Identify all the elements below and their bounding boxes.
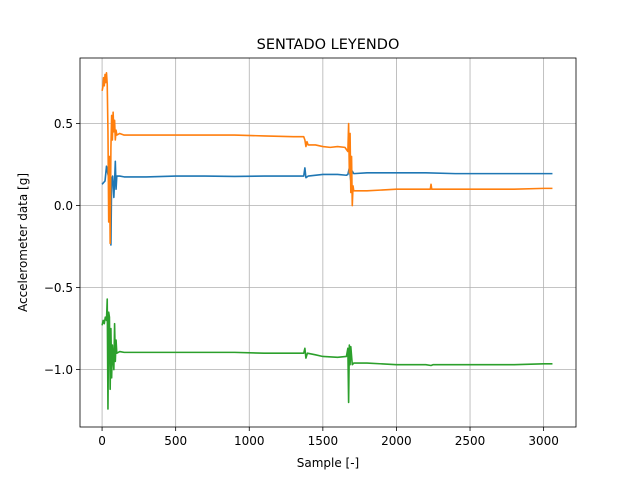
y-tick-label-3: 0.5: [54, 117, 73, 131]
x-tick-label-6: 3000: [528, 434, 559, 448]
y-tick-label-1: −0.5: [44, 281, 73, 295]
y-tick-label-2: 0.0: [54, 199, 73, 213]
x-tick-label-4: 2000: [381, 434, 412, 448]
x-axis-label: Sample [-]: [297, 456, 360, 470]
series-layer: [101, 71, 553, 410]
plot-frame: [79, 57, 577, 428]
x-tick-label-1: 500: [164, 434, 187, 448]
x-tick-label-2: 1000: [234, 434, 265, 448]
y-axis-label: Accelerometer data [g]: [16, 173, 30, 312]
chart-title: SENTADO LEYENDO: [257, 37, 400, 53]
ticks: 0 500 1000 1500 2000 2500 3000 −1.0 −0.5 0.0 0.5: [44, 117, 559, 448]
y-tick-label-0: −1.0: [44, 363, 73, 377]
x-tick-label-3: 1500: [308, 434, 339, 448]
series-line-2: [101, 71, 553, 245]
x-tick-label-5: 2500: [455, 434, 486, 448]
x-tick-label-0: 0: [98, 434, 106, 448]
series-line-3: [101, 298, 553, 410]
grid: [80, 58, 576, 427]
